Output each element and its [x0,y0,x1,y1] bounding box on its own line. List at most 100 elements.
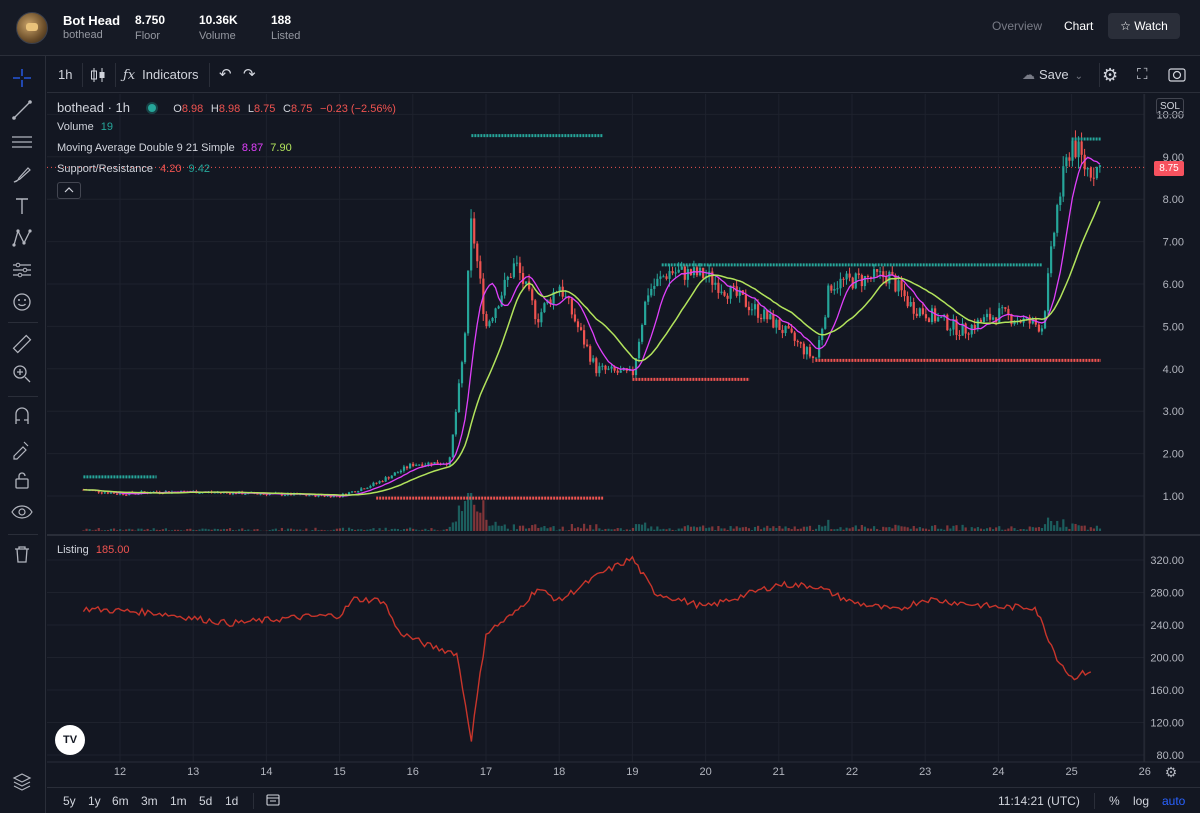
volume-bar [198,529,201,531]
fullscreen-icon[interactable]: ⛶ [1137,66,1148,83]
candle-body [634,358,638,376]
zoom-in-icon[interactable] [10,362,34,386]
range-5y[interactable]: 5y [63,794,76,808]
brush-icon[interactable] [10,162,34,186]
date-range-icon[interactable] [265,792,281,811]
auto-toggle[interactable]: auto [1162,794,1186,808]
volume-bar [1065,526,1068,531]
indicators-button[interactable]: ƒx Indicators [123,57,199,93]
legend-volume[interactable]: Volume 19 [57,121,117,133]
volume-bar [729,526,732,531]
tradingview-logo[interactable]: TV [55,725,85,755]
tab-overview[interactable]: Overview [992,19,1043,33]
trash-icon[interactable] [10,542,34,566]
volume-bar [985,528,989,531]
volume-bar [506,528,509,531]
range-1y[interactable]: 1y [88,794,101,808]
volume-bar [903,526,906,531]
candle-body [988,313,992,320]
volume-bar [549,527,552,531]
legend-collapse-button[interactable] [57,182,81,199]
candle-body [476,243,479,262]
candle-body [775,319,778,328]
candle-body [778,319,781,330]
volume-bar [97,527,100,531]
trend-line-icon[interactable] [10,98,34,122]
volume-bar [88,529,91,531]
listing-line [82,555,1092,742]
toolbar-divider [82,63,83,87]
volume-bar [851,527,854,531]
eye-icon[interactable] [10,500,34,524]
volume-bar [354,529,357,531]
candles-icon[interactable] [89,57,109,93]
volume-bar [347,527,351,531]
volume-bar [805,526,809,531]
volume-bar [460,511,464,531]
crosshair-icon[interactable] [10,66,34,90]
range-6m[interactable]: 6m [112,794,129,808]
magnet-icon[interactable] [10,404,34,428]
candle-body [521,272,525,284]
tab-chart[interactable]: Chart [1064,19,1094,33]
volume-bar [756,525,760,531]
range-3m[interactable]: 3m [141,794,158,808]
candle-body [656,278,659,286]
range-1m[interactable]: 1m [170,794,187,808]
price-tick-label: 6.00 [1163,279,1184,291]
interval-button[interactable]: 1h [58,67,73,82]
undo-icon[interactable]: ↶ [219,66,232,83]
camera-icon[interactable] [1167,57,1187,93]
log-toggle[interactable]: log [1133,794,1150,808]
watch-button[interactable]: ☆ Watch [1108,13,1180,39]
candle-body [378,481,381,484]
volume-bar [912,525,915,531]
percent-toggle[interactable]: % [1109,794,1120,808]
candle-body [488,321,491,327]
candle-body [894,275,897,292]
volume-bar [894,524,897,531]
smiley-icon[interactable] [10,290,34,314]
candle-body [903,290,906,297]
text-icon[interactable] [10,194,34,218]
legend-sr[interactable]: Support/Resistance 4.20 9.42 [57,163,214,175]
candle-body [671,271,674,274]
legend-close: 8.75 [291,103,313,115]
redo-icon[interactable]: ↷ [243,66,256,83]
volume-bar [85,528,88,531]
chart-canvas[interactable]: 10.00 9.00 8.00 7.00 6.00 5.00 4.00 3.00 2.00 1.0… [47,94,1200,787]
toolbar-divider [253,793,254,809]
ma-slow-line [83,201,1101,496]
lock-drawing-icon[interactable] [10,436,34,460]
volume-bar [155,529,158,531]
pattern-icon[interactable] [10,226,34,250]
currency-badge[interactable]: SOL [1156,98,1184,115]
lock-icon[interactable] [10,468,34,492]
candle-body [409,463,412,469]
volume-bar [988,527,992,531]
candle-body [531,289,534,301]
forecast-icon[interactable] [10,258,34,282]
object-tree-icon[interactable] [10,770,34,794]
volume-bar [784,526,787,531]
candle-body [937,317,940,322]
volume-bar [241,528,244,531]
ruler-icon[interactable] [10,332,34,356]
candle-body [854,273,857,289]
range-1d[interactable]: 1d [225,794,239,808]
horizontal-lines-icon[interactable] [10,130,34,154]
volume-bar [595,524,598,531]
range-5d[interactable]: 5d [199,794,213,808]
candle-body [460,362,464,384]
candle-body [616,370,619,373]
candle-body [992,317,995,320]
save-button[interactable]: ☁ Save ⌄ [1022,57,1083,93]
volume-bar [210,529,213,531]
volume-bar [671,529,674,531]
legend-ma[interactable]: Moving Average Double 9 21 Simple 8.87 7… [57,142,296,154]
gear-icon[interactable]: ⚙ [1102,65,1119,85]
candle-body [457,383,461,413]
legend-listing[interactable]: Listing 185.00 [57,544,134,556]
candle-body [872,269,876,279]
clock-readout[interactable]: 11:14:21 (UTC) [998,794,1080,808]
